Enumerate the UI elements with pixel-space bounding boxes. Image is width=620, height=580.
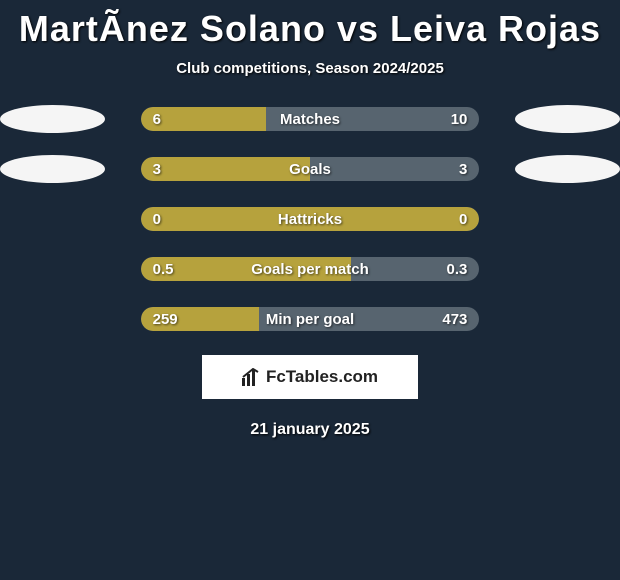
stat-bar: 6 Matches 10 [141,107,480,131]
stat-bar: 0.5 Goals per match 0.3 [141,257,480,281]
player-left-marker [0,105,105,133]
stat-right-value: 0 [459,211,467,228]
page-title: MartÃ­nez Solano vs Leiva Rojas [0,0,620,50]
stat-label: Goals per match [251,261,369,278]
stat-left-value: 259 [153,311,178,328]
stat-right-value: 3 [459,161,467,178]
stat-left-value: 3 [153,161,161,178]
stat-bar: 0 Hattricks 0 [141,207,480,231]
brand-box[interactable]: FcTables.com [202,355,418,399]
stat-bar-fill [141,157,310,181]
stat-right-value: 473 [442,311,467,328]
player-right-marker [515,105,620,133]
stats-container: 6 Matches 10 3 Goals 3 0 Hattricks 0 0.5 Goals per… [0,105,620,333]
stat-label: Min per goal [266,311,354,328]
stat-row: 6 Matches 10 [0,105,620,133]
player-left-marker [0,155,105,183]
stat-row: 0 Hattricks 0 [0,205,620,233]
stat-label: Hattricks [278,211,342,228]
stat-left-value: 0 [153,211,161,228]
brand-label: FcTables.com [266,367,378,387]
stat-left-value: 0.5 [153,261,174,278]
chart-icon [242,368,262,386]
stat-left-value: 6 [153,111,161,128]
subtitle: Club competitions, Season 2024/2025 [0,60,620,77]
player-right-marker [515,155,620,183]
stat-bar: 3 Goals 3 [141,157,480,181]
date-label: 21 january 2025 [0,421,620,439]
stat-bar: 259 Min per goal 473 [141,307,480,331]
stat-row: 259 Min per goal 473 [0,305,620,333]
stat-row: 3 Goals 3 [0,155,620,183]
stat-right-value: 10 [451,111,468,128]
stat-right-value: 0.3 [447,261,468,278]
stat-label: Matches [280,111,340,128]
stat-label: Goals [289,161,331,178]
stat-row: 0.5 Goals per match 0.3 [0,255,620,283]
